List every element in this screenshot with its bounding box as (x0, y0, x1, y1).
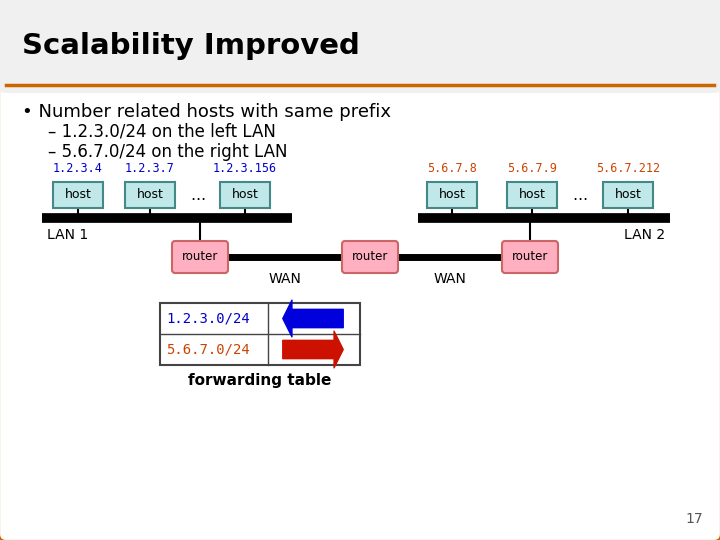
Text: 5.6.7.8: 5.6.7.8 (427, 162, 477, 175)
Text: 1.2.3.0/24: 1.2.3.0/24 (166, 312, 250, 326)
Text: host: host (438, 188, 465, 201)
Text: host: host (137, 188, 163, 201)
FancyBboxPatch shape (53, 182, 103, 208)
Text: host: host (232, 188, 258, 201)
Text: LAN 1: LAN 1 (47, 228, 89, 242)
Text: 1.2.3.156: 1.2.3.156 (213, 162, 277, 175)
Text: 5.6.7.212: 5.6.7.212 (596, 162, 660, 175)
FancyBboxPatch shape (603, 182, 653, 208)
FancyBboxPatch shape (502, 241, 558, 273)
FancyBboxPatch shape (427, 182, 477, 208)
Text: 5.6.7.9: 5.6.7.9 (507, 162, 557, 175)
FancyBboxPatch shape (507, 182, 557, 208)
Text: host: host (518, 188, 546, 201)
FancyBboxPatch shape (172, 241, 228, 273)
Text: WAN: WAN (433, 272, 467, 286)
FancyBboxPatch shape (125, 182, 175, 208)
FancyBboxPatch shape (0, 0, 720, 93)
FancyBboxPatch shape (220, 182, 270, 208)
Text: …: … (572, 187, 588, 202)
FancyBboxPatch shape (342, 241, 398, 273)
Text: Scalability Improved: Scalability Improved (22, 32, 360, 60)
Text: – 1.2.3.0/24 on the left LAN: – 1.2.3.0/24 on the left LAN (48, 123, 276, 141)
Text: • Number related hosts with same prefix: • Number related hosts with same prefix (22, 103, 391, 121)
Text: host: host (65, 188, 91, 201)
Text: – 5.6.7.0/24 on the right LAN: – 5.6.7.0/24 on the right LAN (48, 143, 287, 161)
Text: router: router (512, 251, 548, 264)
Text: host: host (615, 188, 642, 201)
Text: 5.6.7.0/24: 5.6.7.0/24 (166, 342, 250, 356)
Text: router: router (182, 251, 218, 264)
Bar (160, 303, 360, 365)
Text: LAN 2: LAN 2 (624, 228, 665, 242)
Text: router: router (352, 251, 388, 264)
Text: forwarding table: forwarding table (189, 373, 332, 388)
Text: …: … (190, 187, 205, 202)
Text: 1.2.3.7: 1.2.3.7 (125, 162, 175, 175)
Text: WAN: WAN (269, 272, 302, 286)
Text: 17: 17 (685, 512, 703, 526)
Text: 1.2.3.4: 1.2.3.4 (53, 162, 103, 175)
